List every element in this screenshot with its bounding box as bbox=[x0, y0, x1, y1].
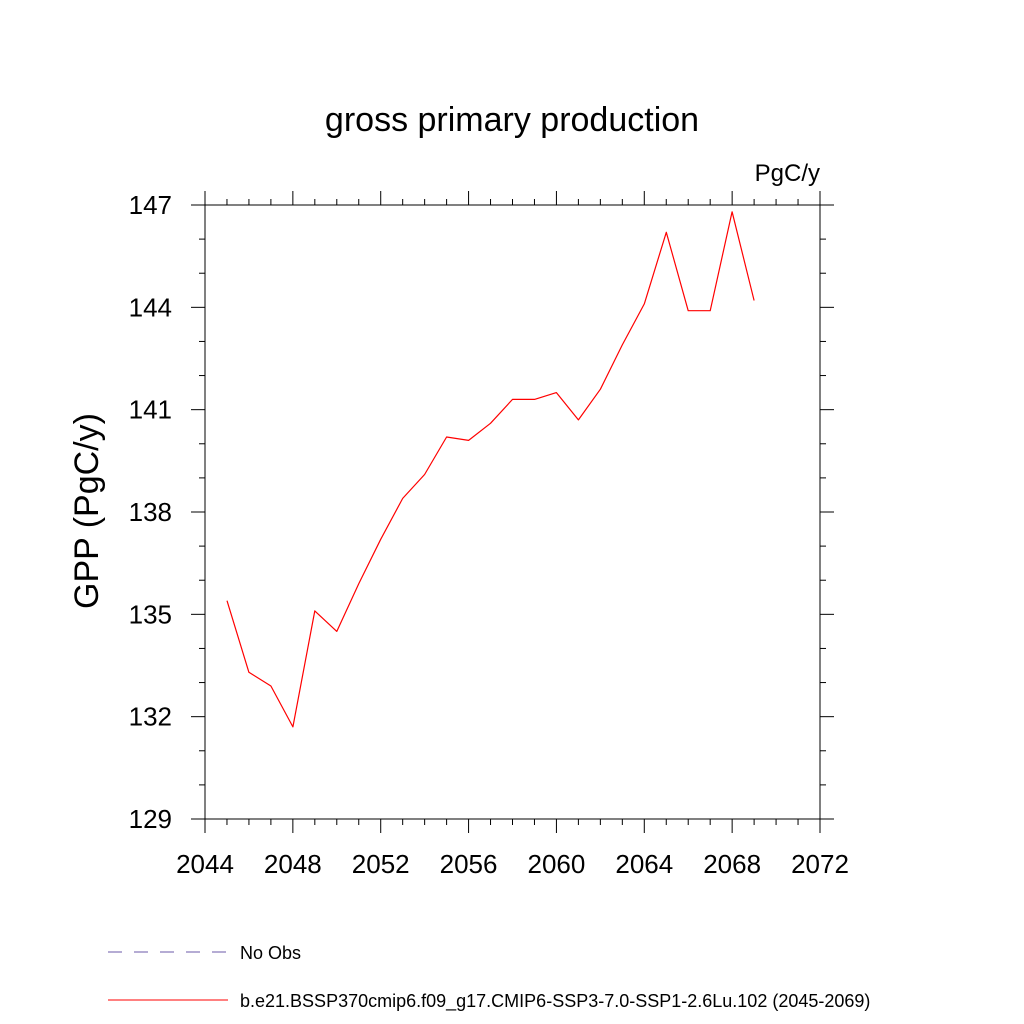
x-tick-label: 2056 bbox=[440, 849, 498, 879]
x-tick-labels: 2044 2048 2052 2056 2060 2064 2068 2072 bbox=[176, 849, 849, 879]
chart-title: gross primary production bbox=[325, 101, 699, 139]
x-tick-label: 2072 bbox=[791, 849, 849, 879]
y-tick-label: 141 bbox=[129, 395, 172, 425]
x-tick-label: 2052 bbox=[352, 849, 410, 879]
axis-ticks bbox=[191, 191, 834, 833]
y-tick-label: 129 bbox=[129, 804, 172, 834]
series-line bbox=[226, 211, 755, 728]
y-tick-label: 135 bbox=[129, 599, 172, 629]
series-layer bbox=[226, 211, 755, 728]
y-axis-label: GPP (PgC/y) bbox=[68, 413, 106, 609]
x-tick-label: 2068 bbox=[703, 849, 761, 879]
y-tick-label: 138 bbox=[129, 497, 172, 527]
x-tick-label: 2064 bbox=[615, 849, 673, 879]
units-label: PgC/y bbox=[755, 160, 820, 187]
x-tick-label: 2044 bbox=[176, 849, 234, 879]
plot-frame bbox=[204, 204, 821, 820]
x-tick-label: 2048 bbox=[264, 849, 322, 879]
legend-label: b.e21.BSSP370cmip6.f09_g17.CMIP6-SSP3-7.… bbox=[240, 991, 870, 1012]
y-tick-labels: 129 132 135 138 141 144 147 bbox=[129, 190, 172, 834]
legend-label: No Obs bbox=[240, 943, 301, 963]
legend: No Obs b.e21.BSSP370cmip6.f09_g17.CMIP6-S… bbox=[108, 943, 870, 1012]
x-tick-label: 2060 bbox=[528, 849, 586, 879]
y-tick-label: 132 bbox=[129, 702, 172, 732]
y-tick-label: 147 bbox=[129, 190, 172, 220]
y-tick-label: 144 bbox=[129, 292, 172, 322]
